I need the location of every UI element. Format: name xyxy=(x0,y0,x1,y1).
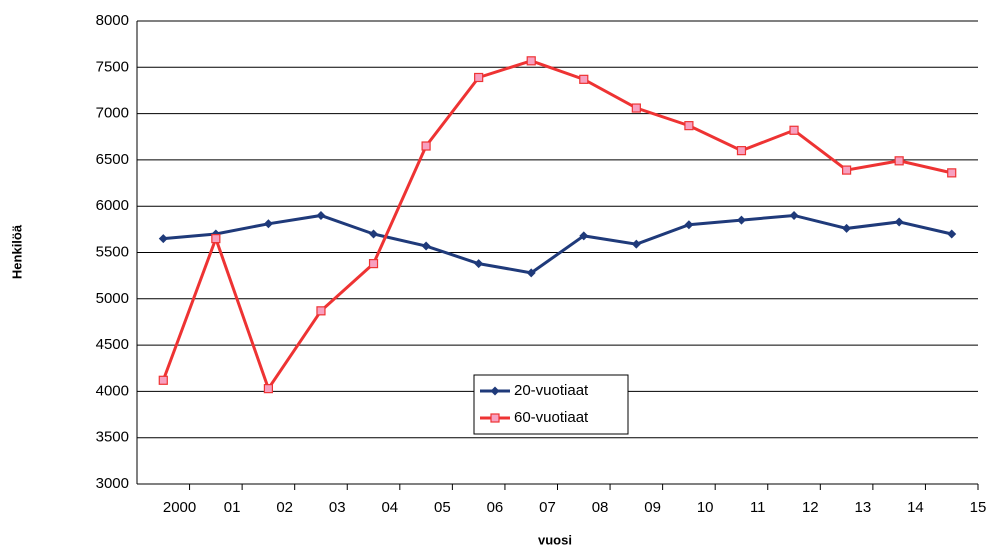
series-line xyxy=(163,213,953,275)
x-tick-label: 09 xyxy=(644,499,661,516)
x-tick-label: 12 xyxy=(802,499,819,516)
y-tick-label: 5000 xyxy=(96,290,129,307)
y-tick-label: 6500 xyxy=(96,151,129,168)
x-tick-label: 02 xyxy=(276,499,293,516)
point xyxy=(316,306,326,316)
point xyxy=(158,375,168,385)
point xyxy=(842,223,852,233)
y-tick-label: 3000 xyxy=(96,475,129,492)
point xyxy=(526,56,536,66)
point xyxy=(631,239,641,249)
x-tick-label: 06 xyxy=(487,499,504,516)
point xyxy=(736,215,746,225)
point xyxy=(421,141,431,151)
point xyxy=(158,234,168,244)
x-tick-label: 05 xyxy=(434,499,451,516)
point xyxy=(789,125,799,135)
point xyxy=(789,210,799,220)
y-tick-label: 8000 xyxy=(96,12,129,29)
point xyxy=(947,168,957,178)
point xyxy=(579,74,589,84)
point xyxy=(736,146,747,156)
point xyxy=(841,165,852,175)
legend-box xyxy=(473,374,629,435)
point xyxy=(421,241,431,251)
legend-marker xyxy=(490,413,500,423)
y-tick-label: 7000 xyxy=(96,105,129,122)
y-tick-label: 7500 xyxy=(96,58,129,75)
x-tick-label: 14 xyxy=(907,499,924,516)
x-tick-label: 01 xyxy=(224,499,241,516)
x-axis-title: vuosi xyxy=(538,532,572,547)
y-tick-label: 4500 xyxy=(96,336,129,353)
x-tick-label: 07 xyxy=(539,499,556,516)
y-tick-label: 4000 xyxy=(96,382,129,399)
point xyxy=(526,268,536,278)
legend-label: 60-vuotiaat xyxy=(514,409,589,426)
x-tick-label: 10 xyxy=(697,499,714,516)
x-tick-label: 13 xyxy=(855,499,872,516)
point xyxy=(947,229,957,239)
y-tick-label: 3500 xyxy=(96,429,129,446)
point xyxy=(474,72,484,83)
point xyxy=(631,103,641,113)
point xyxy=(579,231,589,241)
point xyxy=(316,210,326,220)
point xyxy=(263,384,274,394)
x-tick-label: 2000 xyxy=(163,499,196,516)
point xyxy=(474,259,484,269)
point xyxy=(894,217,904,227)
x-tick-label: 03 xyxy=(329,499,346,516)
point xyxy=(369,229,379,239)
legend-marker xyxy=(490,386,500,396)
x-tick-label: 11 xyxy=(750,499,766,516)
point xyxy=(894,156,904,166)
point xyxy=(368,259,379,269)
point xyxy=(263,219,273,229)
y-tick-label: 6000 xyxy=(96,197,129,214)
x-tick-label: 04 xyxy=(381,499,398,516)
point xyxy=(211,234,221,244)
series-line xyxy=(161,59,953,392)
x-tick-label: 08 xyxy=(592,499,609,516)
y-axis-title: Henkilöä xyxy=(9,224,24,279)
legend-label: 20-vuotiaat xyxy=(514,382,589,399)
y-tick-label: 5500 xyxy=(96,243,129,260)
point xyxy=(684,220,694,230)
x-tick-label: 15 xyxy=(970,499,987,516)
point xyxy=(684,121,694,131)
